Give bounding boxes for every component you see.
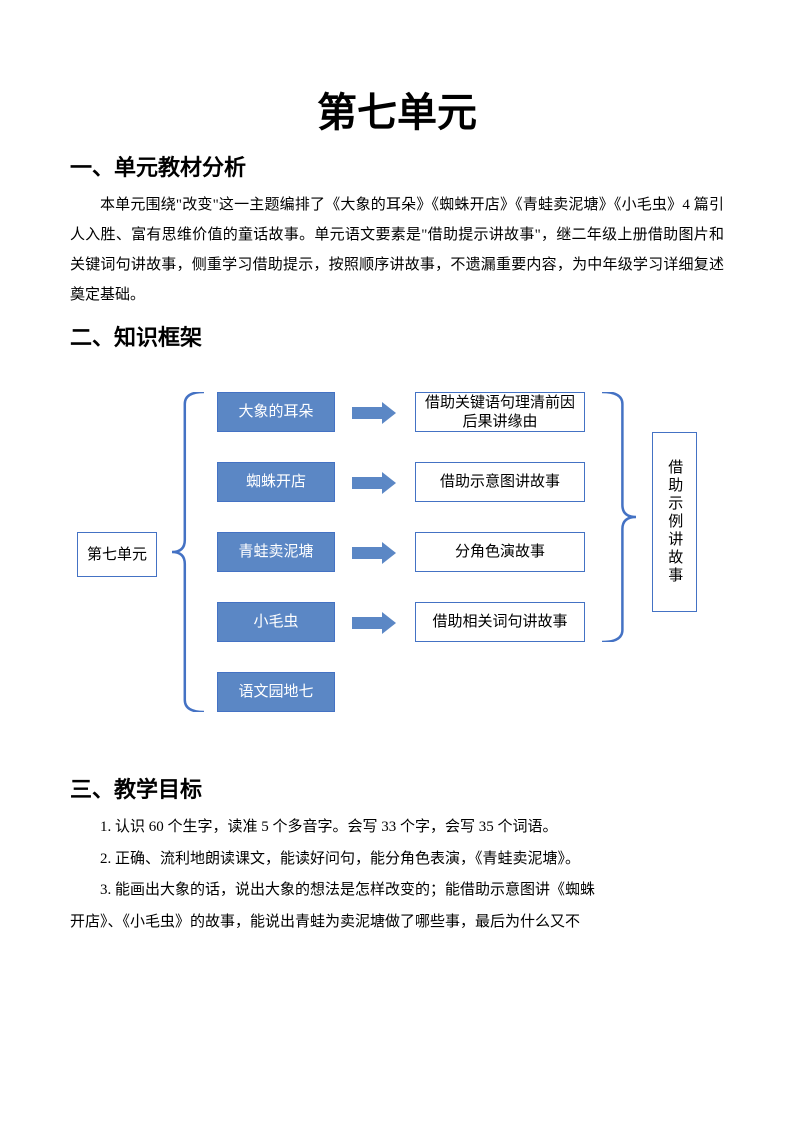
section-3-heading: 三、教学目标 xyxy=(70,772,724,804)
outcome-box-2: 分角色演故事 xyxy=(415,532,585,572)
lesson-box-0: 大象的耳朵 xyxy=(217,392,335,432)
arrow-3 xyxy=(352,612,396,634)
goal-item-3-cont: 开店》、《小毛虫》的故事，能说出青蛙为卖泥塘做了哪些事，最后为什么又不 xyxy=(70,907,724,939)
arrow-2 xyxy=(352,542,396,564)
lesson-box-2: 青蛙卖泥塘 xyxy=(217,532,335,572)
goal-item-1: 1. 认识 60 个生字，读准 5 个多音字。会写 33 个字，会写 35 个词… xyxy=(70,812,724,844)
section-2-heading: 二、知识框架 xyxy=(70,320,724,352)
outcome-box-1: 借助示意图讲故事 xyxy=(415,462,585,502)
brace-left xyxy=(172,392,204,712)
goal-item-2: 2. 正确、流利地朗读课文，能读好问句，能分角色表演，《青蛙卖泥塘》。 xyxy=(70,844,724,876)
lesson-box-4: 语文园地七 xyxy=(217,672,335,712)
lesson-box-3: 小毛虫 xyxy=(217,602,335,642)
lesson-box-1: 蜘蛛开店 xyxy=(217,462,335,502)
section-1-paragraph: 本单元围绕"改变"这一主题编排了《大象的耳朵》《蜘蛛开店》《青蛙卖泥塘》《小毛虫… xyxy=(70,190,724,310)
summary-box: 借助示例讲故事 xyxy=(652,432,697,612)
arrow-1 xyxy=(352,472,396,494)
arrow-0 xyxy=(352,402,396,424)
page-title: 第七单元 xyxy=(70,80,724,138)
knowledge-diagram: 第七单元 大象的耳朵蜘蛛开店青蛙卖泥塘小毛虫语文园地七 借助关键语句理清前因后果讲缘… xyxy=(77,372,717,742)
outcome-box-3: 借助相关词句讲故事 xyxy=(415,602,585,642)
section-1-heading: 一、单元教材分析 xyxy=(70,150,724,182)
root-box: 第七单元 xyxy=(77,532,157,577)
goal-item-3: 3. 能画出大象的话，说出大象的想法是怎样改变的；能借助示意图讲《蜘蛛 xyxy=(70,875,724,907)
brace-right xyxy=(602,392,636,642)
outcome-box-0: 借助关键语句理清前因后果讲缘由 xyxy=(415,392,585,432)
